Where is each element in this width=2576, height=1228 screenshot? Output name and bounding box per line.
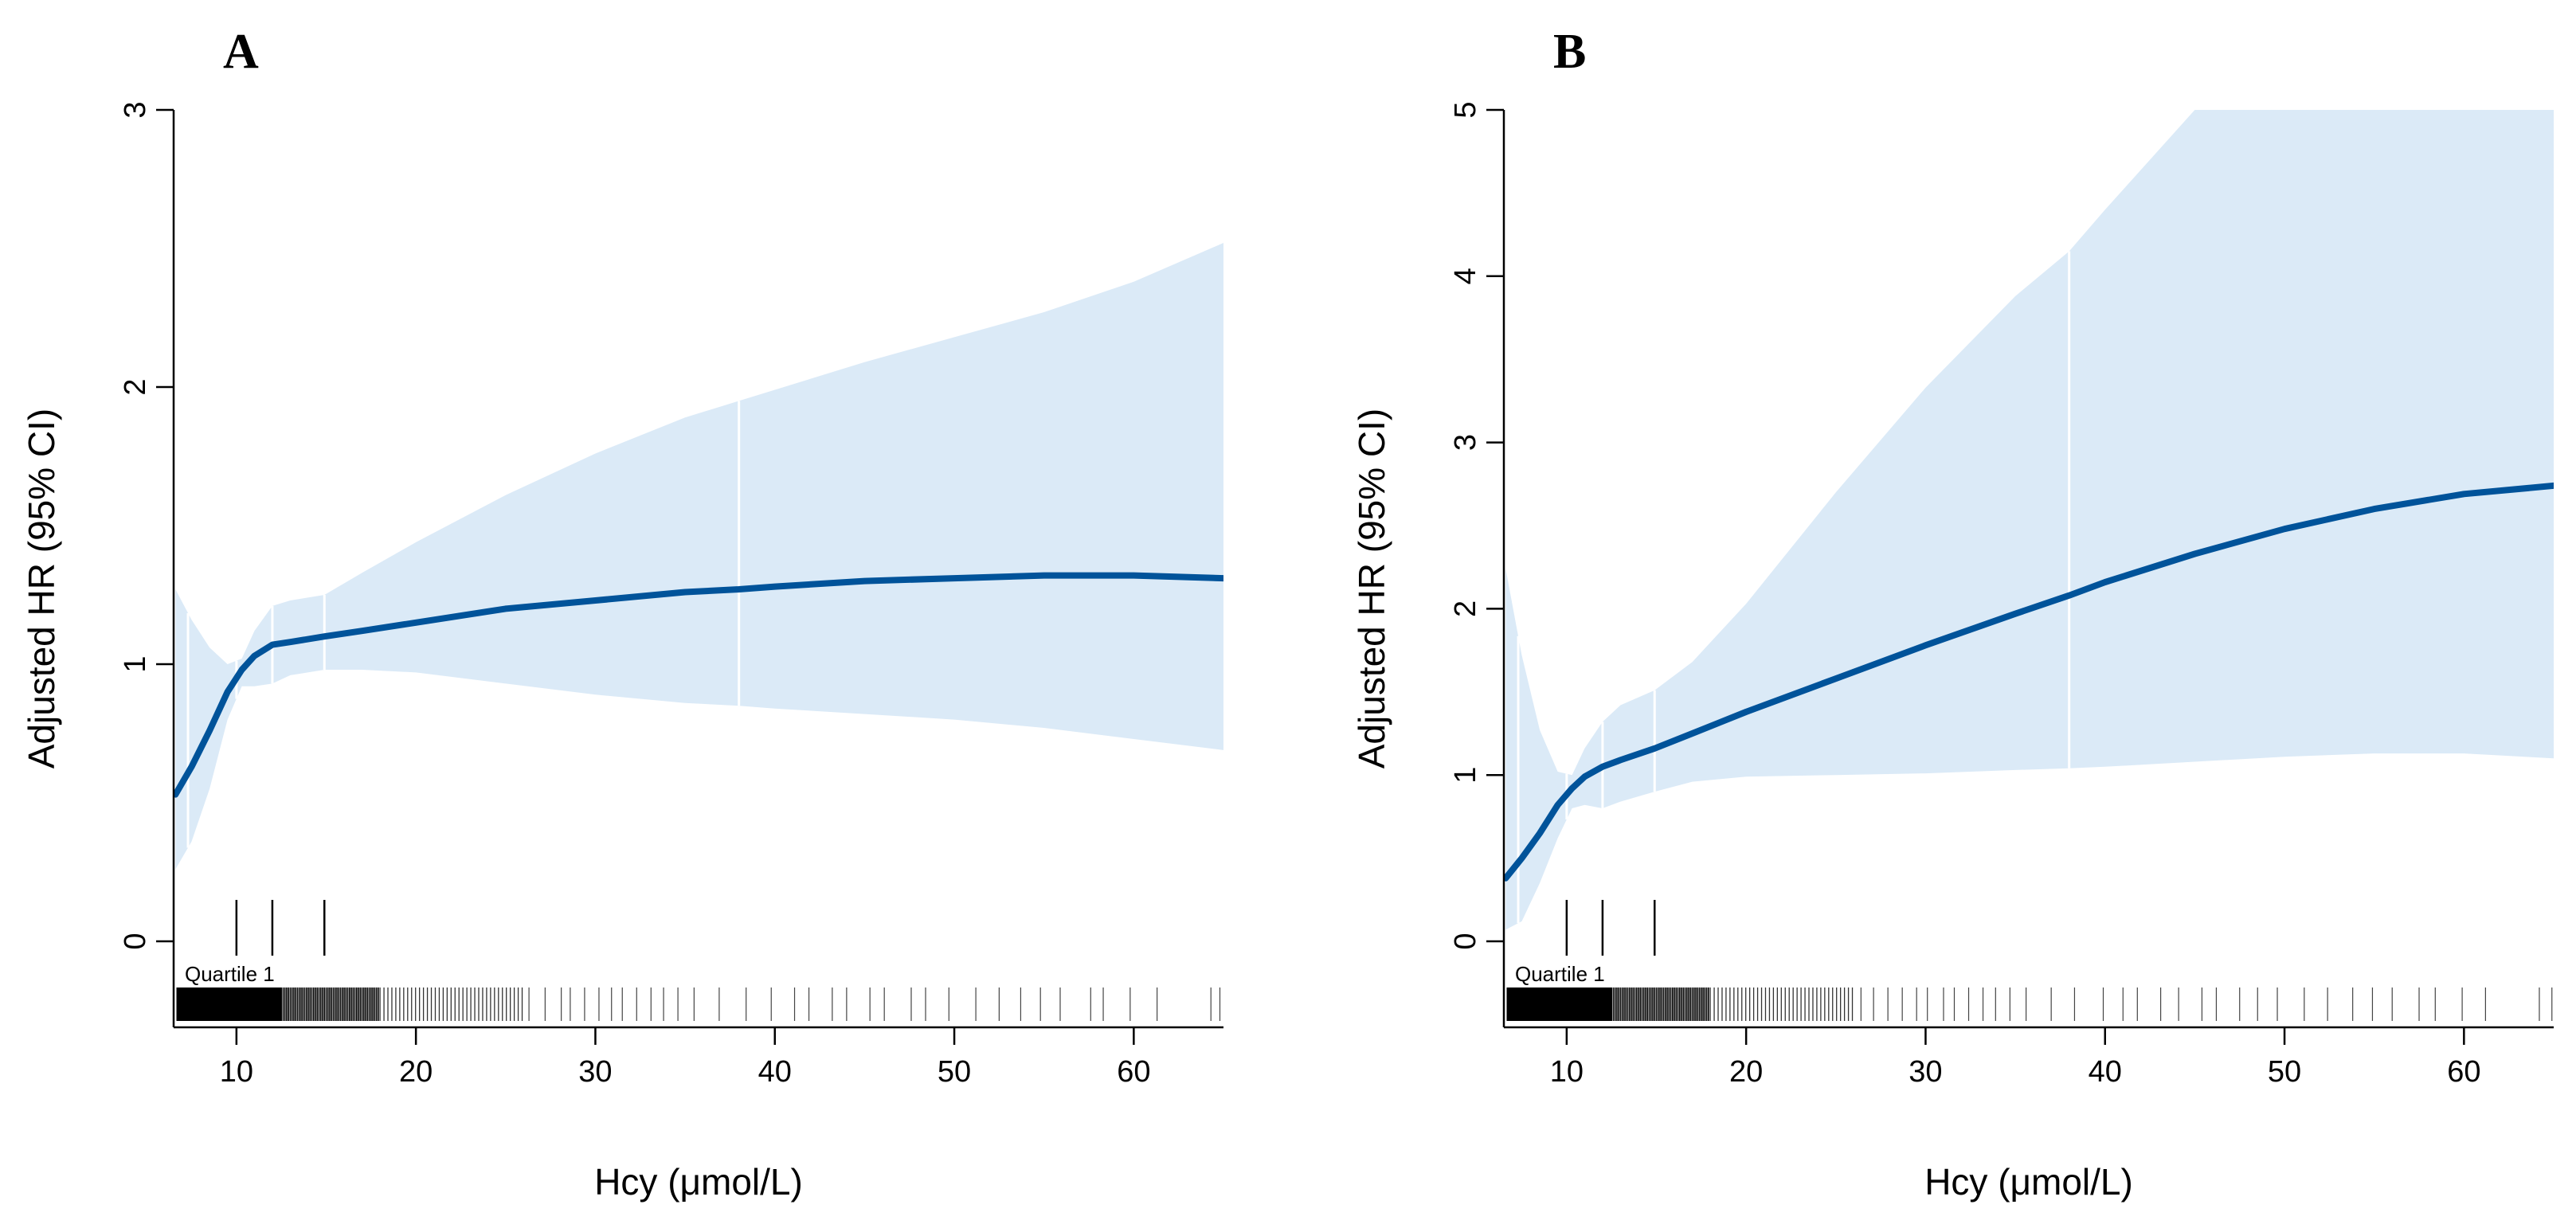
x-tick-label: 40 bbox=[2089, 1055, 2122, 1089]
quartile-label: Quartile 1 bbox=[185, 962, 275, 986]
x-tick-label: 40 bbox=[758, 1055, 792, 1089]
x-tick-label: 10 bbox=[220, 1055, 253, 1089]
x-tick-label: 20 bbox=[399, 1055, 433, 1089]
y-tick-label: 3 bbox=[119, 101, 152, 118]
y-tick-label: 2 bbox=[1449, 600, 1482, 617]
x-tick-label: 60 bbox=[2447, 1055, 2480, 1089]
y-axis-title: Adjusted HR (95% CI) bbox=[21, 409, 62, 769]
y-tick-label: 1 bbox=[119, 655, 152, 672]
quartile-label: Quartile 1 bbox=[1515, 962, 1605, 986]
hr-line bbox=[174, 572, 1223, 798]
y-tick-label: 4 bbox=[1449, 268, 1482, 284]
x-axis-title: Hcy (μmol/L) bbox=[1924, 1161, 2133, 1203]
panel-label: B bbox=[1553, 25, 1586, 79]
x-tick-label: 10 bbox=[1550, 1055, 1584, 1089]
x-tick-label: 50 bbox=[938, 1055, 971, 1089]
y-tick-label: 0 bbox=[119, 933, 152, 949]
x-tick-label: 30 bbox=[578, 1055, 612, 1089]
y-axis-title: Adjusted HR (95% CI) bbox=[1351, 409, 1392, 769]
x-tick-label: 20 bbox=[1729, 1055, 1763, 1089]
ci-band bbox=[175, 243, 1223, 870]
y-tick-label: 0 bbox=[1449, 933, 1482, 949]
y-tick-label: 2 bbox=[119, 378, 152, 395]
chart-panel-a: Quartile 1 0 1 2 3 10 20 30 40 50 60 Hcy (μmol/L) Ad… bbox=[21, 25, 1223, 1203]
y-tick-label: 1 bbox=[1449, 767, 1482, 784]
x-axis-title: Hcy (μmol/L) bbox=[594, 1161, 803, 1203]
y-tick-label: 3 bbox=[1449, 434, 1482, 451]
panel-label: A bbox=[223, 25, 259, 79]
x-tick-label: 30 bbox=[1909, 1055, 1942, 1089]
hr-line bbox=[1504, 482, 2554, 882]
x-tick-label: 50 bbox=[2268, 1055, 2301, 1089]
y-tick-label: 5 bbox=[1449, 101, 1482, 118]
ci-band bbox=[1505, 110, 2554, 930]
x-tick-label: 60 bbox=[1117, 1055, 1150, 1089]
chart-panel-b: Quartile 1 0 1 2 3 4 5 10 20 30 40 50 60 Hcy (μmol/L)… bbox=[1351, 25, 2554, 1203]
